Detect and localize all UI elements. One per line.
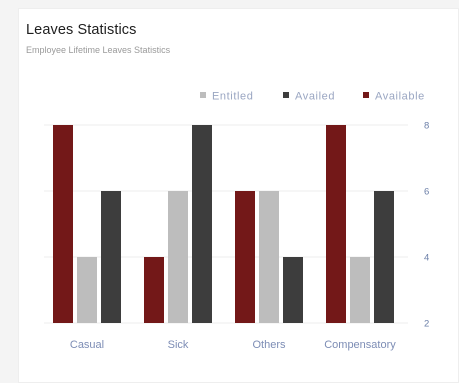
bar-entitled — [350, 257, 370, 323]
legend: Entitled Availed Available — [200, 91, 425, 103]
legend-label-available: Available — [375, 91, 425, 103]
bar-available — [53, 125, 73, 323]
chart-title: Leaves Statistics — [26, 22, 137, 38]
bar-available — [144, 257, 164, 323]
bar-availed — [101, 191, 121, 323]
y-tick-label: 2 — [424, 319, 429, 330]
bar-entitled — [77, 257, 97, 323]
x-category-label: Sick — [168, 339, 189, 351]
legend-label-entitled: Entitled — [212, 91, 254, 103]
bar-availed — [192, 125, 212, 323]
x-category-label: Compensatory — [324, 339, 396, 351]
bar-availed — [283, 257, 303, 323]
bar-entitled — [168, 191, 188, 323]
x-axis-categories: Casual Sick Others Compensatory — [70, 339, 396, 351]
bar-available — [235, 191, 255, 323]
legend-swatch-entitled — [200, 92, 206, 98]
y-axis-ticks: 2 4 6 8 — [424, 121, 429, 330]
bars-group — [53, 125, 394, 323]
bar-entitled — [259, 191, 279, 323]
legend-label-availed: Availed — [295, 91, 335, 103]
legend-swatch-available — [363, 92, 369, 98]
legend-swatch-availed — [283, 92, 289, 98]
chart-subtitle: Employee Lifetime Leaves Statistics — [26, 45, 171, 55]
bar-availed — [374, 191, 394, 323]
x-category-label: Others — [252, 339, 286, 351]
y-tick-label: 4 — [424, 253, 429, 264]
y-tick-label: 8 — [424, 121, 429, 132]
y-tick-label: 6 — [424, 187, 429, 198]
bar-available — [326, 125, 346, 323]
x-category-label: Casual — [70, 339, 104, 351]
